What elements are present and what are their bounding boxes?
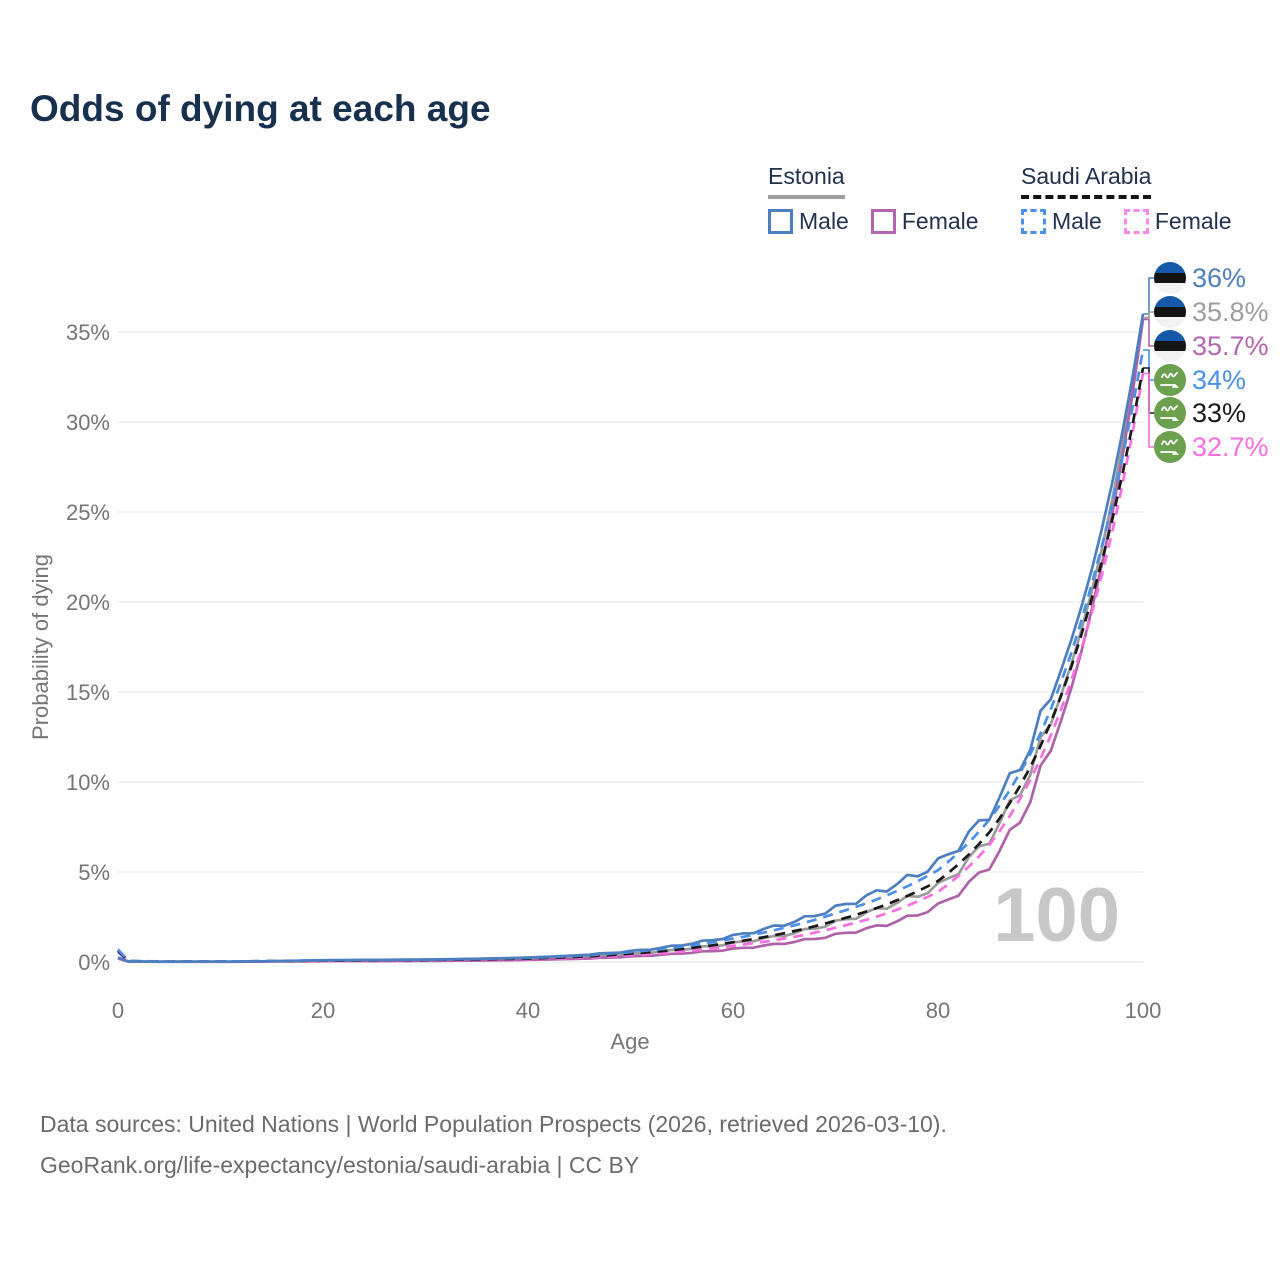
legend-country-estonia: Estonia [768, 163, 845, 199]
x-tick-label: 40 [516, 998, 540, 1023]
end-value-label: 36% [1192, 263, 1246, 293]
legend-group-estonia: Estonia Male Female [768, 163, 979, 235]
end-label-connector [1143, 318, 1154, 347]
saudi-arabia-flag-icon [1154, 397, 1186, 429]
data-sources-text: Data sources: United Nations | World Pop… [40, 1111, 947, 1137]
y-tick-label: 0% [78, 950, 110, 975]
legend-item-estonia-female[interactable]: Female [870, 208, 979, 235]
end-value-label: 35.8% [1192, 297, 1269, 327]
y-tick-label: 10% [66, 770, 110, 795]
hover-age-watermark: 100 [993, 873, 1120, 958]
chart-footer: Data sources: United Nations | World Pop… [40, 1104, 947, 1186]
estonia-flag-icon [1154, 262, 1186, 294]
y-tick-label: 15% [66, 680, 110, 705]
estonia-flag-icon [1154, 296, 1186, 328]
end-value-label: 32.7% [1192, 432, 1269, 462]
estonia-female-swatch-icon[interactable] [870, 209, 896, 234]
end-label-connector [1143, 311, 1154, 319]
series-line-estonia-female[interactable] [117, 319, 1145, 964]
legend-item-estonia-male[interactable]: Male [768, 208, 849, 235]
y-tick-label: 25% [66, 500, 110, 525]
legend-item-saudi-male[interactable]: Male [1021, 208, 1102, 235]
estonia-male-swatch-icon[interactable] [768, 209, 793, 234]
y-tick-label: 35% [66, 320, 110, 345]
saudi-male-swatch-icon[interactable] [1021, 209, 1046, 234]
series-line-estonia-both-sexes-[interactable] [117, 317, 1145, 964]
saudi-female-swatch-icon[interactable] [1123, 209, 1149, 234]
end-value-label: 33% [1192, 398, 1246, 428]
end-label-connector [1143, 277, 1154, 315]
y-axis-title: Probability of dying [28, 554, 53, 740]
x-tick-label: 80 [926, 998, 950, 1023]
x-tick-label: 0 [112, 998, 124, 1023]
y-tick-label: 5% [78, 860, 110, 885]
end-label-connector [1143, 372, 1154, 448]
legend-item-label: Female [901, 208, 979, 234]
x-tick-label: 100 [1125, 998, 1162, 1023]
end-value-label: 35.7% [1192, 331, 1269, 361]
x-tick-label: 60 [721, 998, 745, 1023]
legend-group-saudi-arabia: Saudi Arabia Male Female [1021, 163, 1232, 235]
y-tick-label: 20% [66, 590, 110, 615]
estonia-flag-icon [1154, 330, 1186, 362]
saudi-arabia-flag-icon [1154, 364, 1186, 396]
legend-item-label: Female [1154, 208, 1232, 234]
legend-item-saudi-female[interactable]: Female [1123, 208, 1232, 235]
x-tick-label: 20 [311, 998, 335, 1023]
x-axis-title: Age [610, 1029, 649, 1054]
series-line-saudi-arabia-female[interactable] [117, 373, 1145, 963]
end-label-connector [1143, 349, 1154, 381]
end-value-label: 34% [1192, 365, 1246, 395]
saudi-arabia-flag-icon [1154, 431, 1186, 463]
legend-item-label: Male [1052, 208, 1102, 234]
series-line-estonia-male[interactable] [117, 313, 1145, 963]
attribution-text: GeoRank.org/life-expectancy/estonia/saud… [40, 1152, 640, 1178]
y-tick-label: 30% [66, 410, 110, 435]
legend-country-saudi-arabia: Saudi Arabia [1021, 163, 1152, 199]
legend-item-label: Male [799, 208, 849, 234]
page-title: Odds of dying at each age [30, 88, 491, 129]
